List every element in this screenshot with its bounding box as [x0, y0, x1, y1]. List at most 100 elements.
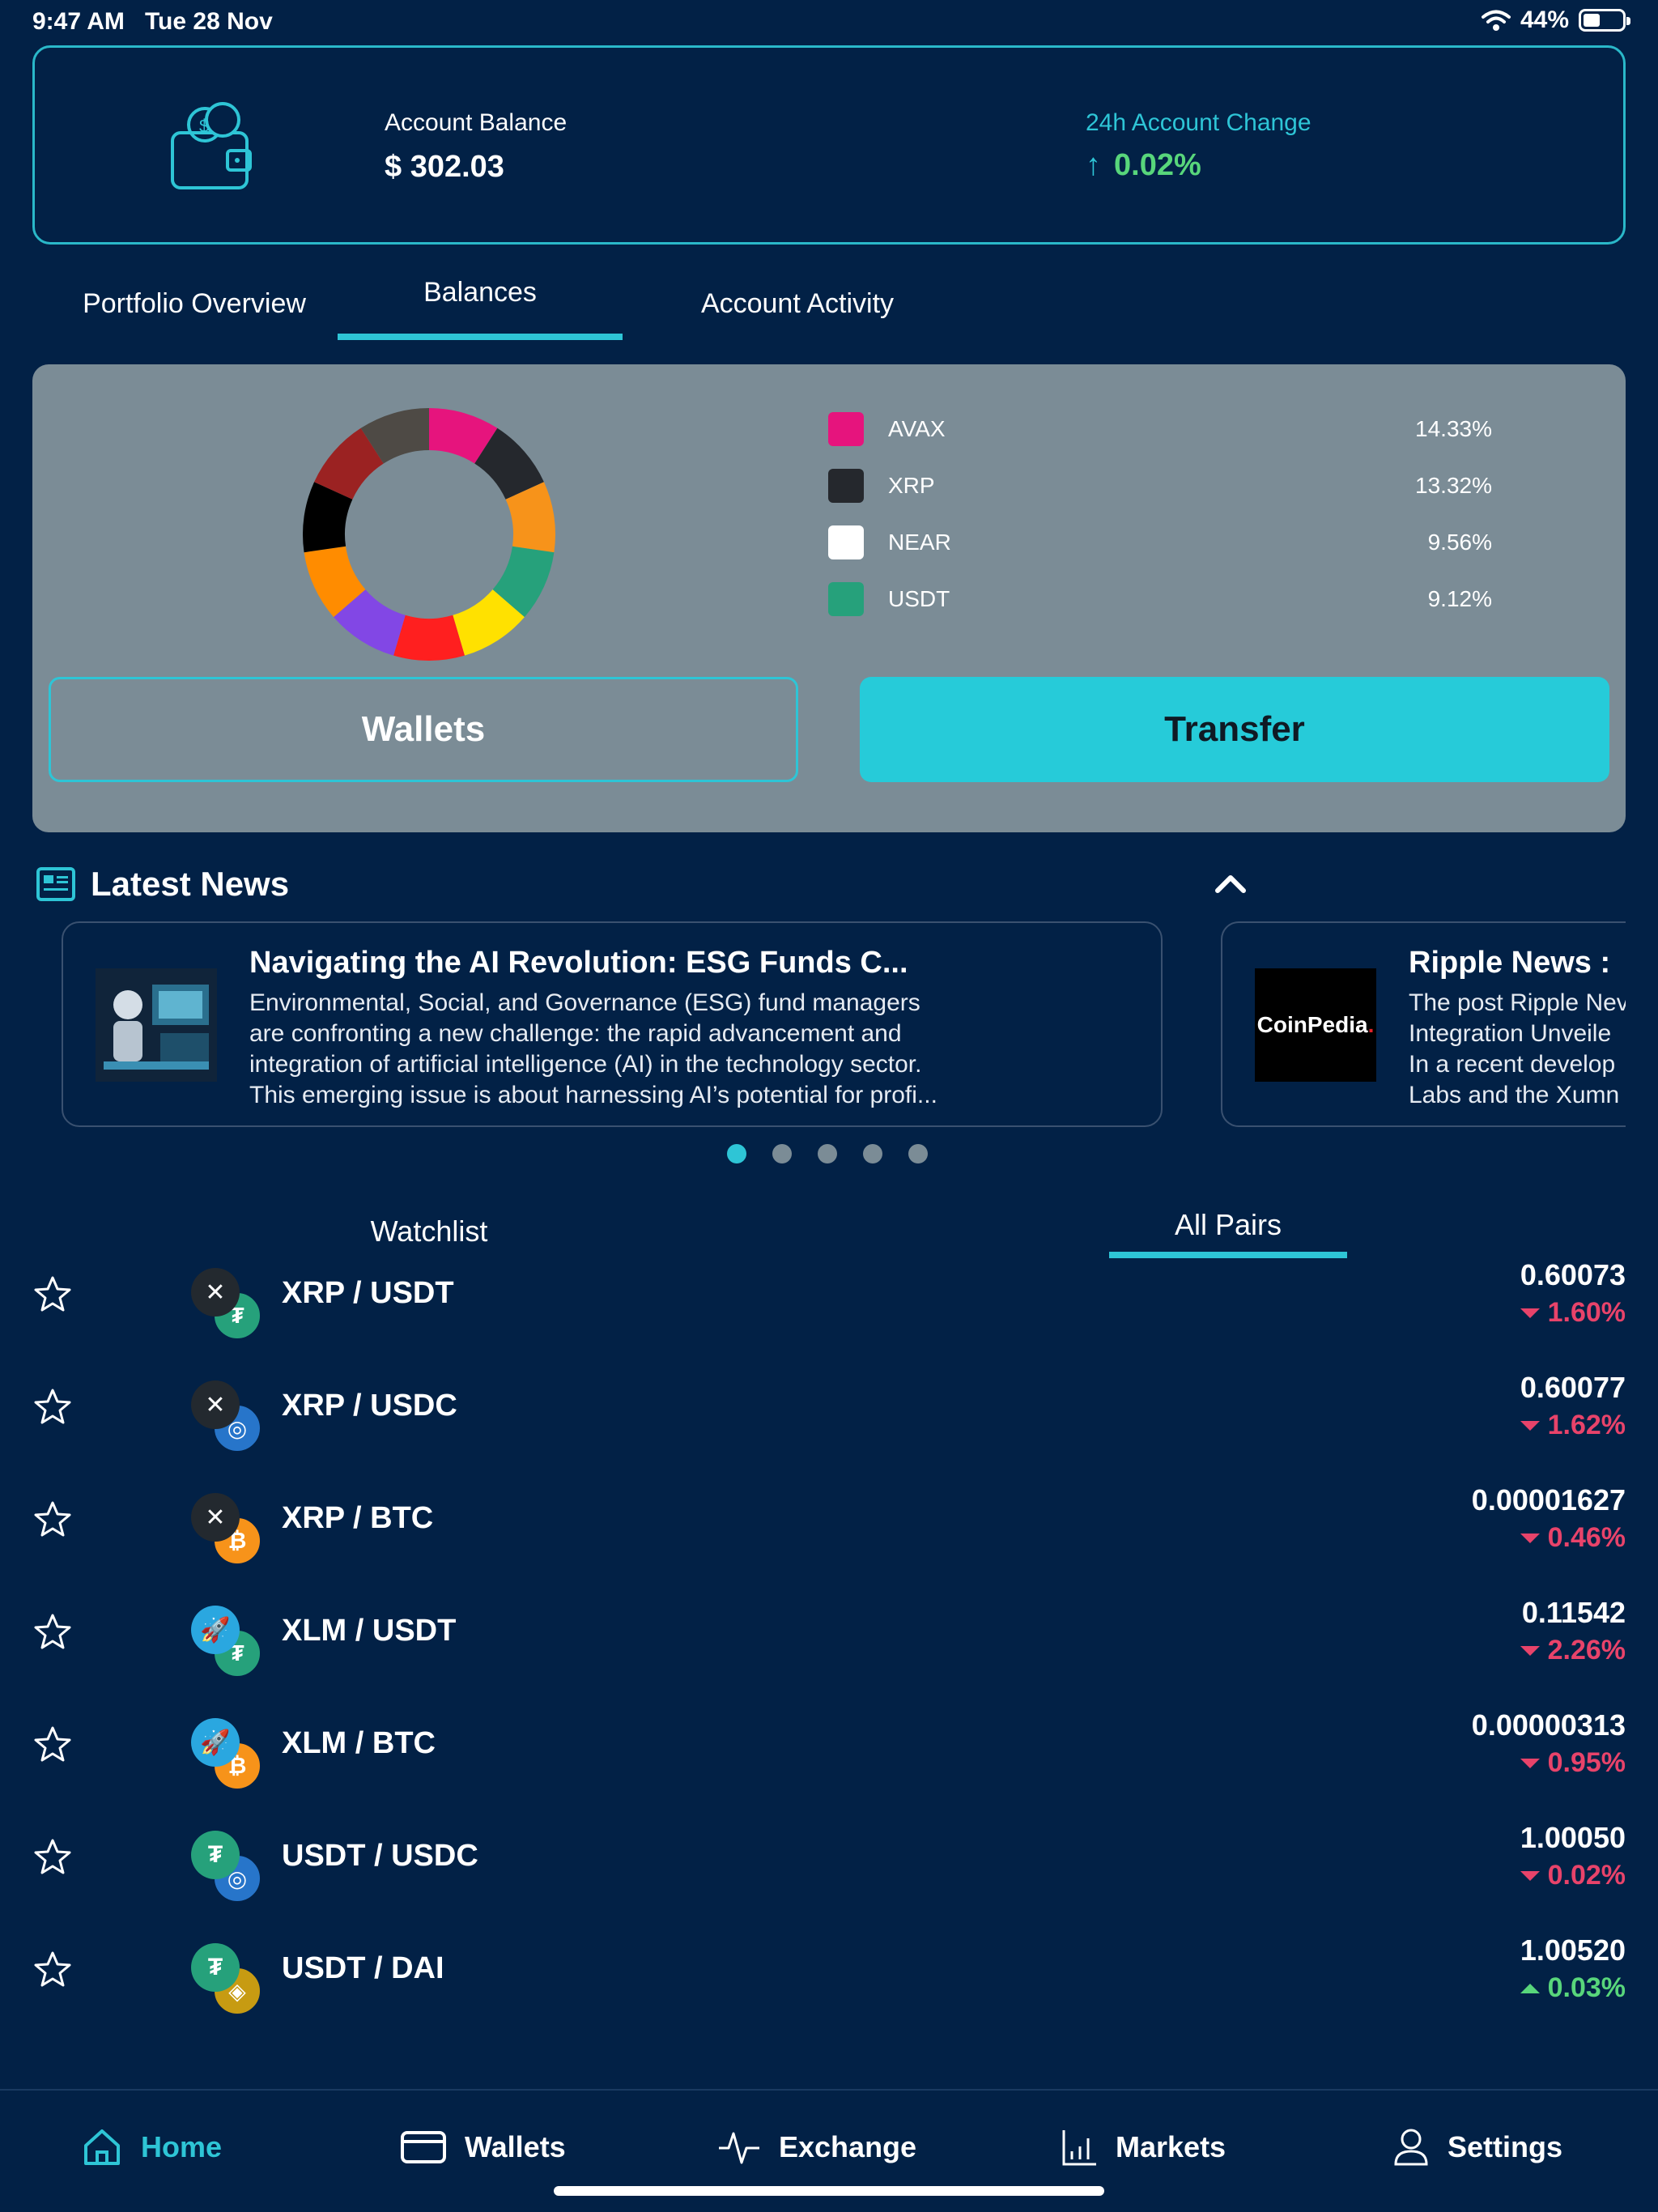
legend-percent: 9.12%: [1427, 586, 1492, 611]
pair-row[interactable]: ₿ 🚀 XLM / BTC 0.00000313 0.95%: [0, 1702, 1658, 1814]
news-title: Navigating the AI Revolution: ESG Funds …: [249, 946, 908, 980]
pair-change-percent: 0.03%: [1547, 1972, 1626, 2003]
pair-price: 1.00050: [1520, 1821, 1626, 1854]
nav-wallets[interactable]: Wallets: [400, 2123, 566, 2172]
nav-label: Markets: [1116, 2130, 1226, 2163]
pair-name: XRP / USDC: [282, 1389, 457, 1423]
tab-all-pairs[interactable]: All Pairs: [1109, 1198, 1347, 1258]
legend-percent: 13.32%: [1415, 473, 1492, 498]
pair-change: 0.46%: [1520, 1522, 1626, 1554]
star-icon[interactable]: [32, 1612, 73, 1653]
triangle-down-icon: [1520, 1645, 1540, 1656]
legend-item: USDT 9.12%: [828, 575, 1492, 623]
page-dot[interactable]: [772, 1144, 792, 1163]
legend-item: XRP 13.32%: [828, 462, 1492, 510]
pair-change: 0.02%: [1520, 1860, 1626, 1891]
legend-name: AVAX: [888, 416, 946, 441]
pair-row[interactable]: ◎ ₮ USDT / USDC 1.00050 0.02%: [0, 1814, 1658, 1927]
donut-segment: [452, 589, 525, 656]
star-icon[interactable]: [32, 1387, 73, 1427]
star-icon[interactable]: [32, 1499, 73, 1540]
star-icon[interactable]: [32, 1837, 73, 1878]
transfer-button[interactable]: Transfer: [860, 677, 1609, 782]
xlm-coin-icon: 🚀: [191, 1718, 240, 1767]
tab-balances[interactable]: Balances: [338, 267, 623, 340]
xlm-coin-icon: 🚀: [191, 1606, 240, 1654]
arrow-up-icon: ↑: [1086, 148, 1101, 182]
nav-exchange[interactable]: Exchange: [717, 2123, 916, 2172]
legend-percent: 14.33%: [1415, 416, 1492, 441]
legend-percent: 9.56%: [1427, 530, 1492, 555]
news-card[interactable]: CoinPedia. Ripple News : The post Ripple…: [1221, 921, 1626, 1127]
pair-change-percent: 0.02%: [1547, 1860, 1626, 1891]
page-dot[interactable]: [908, 1144, 928, 1163]
legend-name: NEAR: [888, 530, 951, 555]
home-indicator[interactable]: [554, 2186, 1104, 2196]
tab-portfolio-overview[interactable]: Portfolio Overview: [83, 287, 306, 319]
account-balance-card: $ Account Balance $ 302.03 24h Account C…: [32, 45, 1626, 245]
pulse-icon: [719, 2132, 759, 2164]
status-bar: 9:47 AM Tue 28 Nov 44%: [0, 0, 1658, 45]
coinpedia-logo: CoinPedia.: [1255, 968, 1376, 1082]
nav-label: Wallets: [465, 2130, 566, 2163]
newspaper-icon: [36, 867, 75, 901]
star-icon[interactable]: [32, 1950, 73, 1990]
news-card[interactable]: Navigating the AI Revolution: ESG Funds …: [62, 921, 1163, 1127]
pair-change: 1.62%: [1520, 1410, 1626, 1441]
chevron-up-icon[interactable]: [1206, 866, 1255, 902]
pair-row[interactable]: ◈ ₮ USDT / DAI 1.00520 0.03%: [0, 1927, 1658, 2040]
page-dot[interactable]: [863, 1144, 882, 1163]
pair-row[interactable]: ₮ ✕ XRP / USDT 0.60073 1.60%: [0, 1252, 1658, 1364]
wifi-icon: [1481, 10, 1511, 31]
allocation-donut-chart: [303, 408, 555, 661]
pair-name: USDT / DAI: [282, 1951, 444, 1985]
donut-segment: [393, 615, 465, 661]
status-time: 9:47 AM Tue 28 Nov: [32, 8, 273, 35]
star-icon[interactable]: [32, 1725, 73, 1765]
news-page-indicator[interactable]: [727, 1144, 928, 1163]
nav-label: Home: [141, 2130, 223, 2163]
account-balance-label: Account Balance: [385, 109, 568, 136]
triangle-down-icon: [1520, 1308, 1540, 1318]
pair-name: XRP / USDT: [282, 1276, 454, 1310]
account-change-label: 24h Account Change: [1086, 109, 1312, 136]
nav-markets[interactable]: Markets: [1061, 2123, 1226, 2172]
page-dot[interactable]: [727, 1144, 746, 1163]
usdt-coin-icon: ₮: [191, 1943, 240, 1992]
tab-watchlist[interactable]: Watchlist: [370, 1214, 488, 1248]
donut-segment: [428, 408, 498, 464]
pair-row[interactable]: ◎ ✕ XRP / USDC 0.60077 1.62%: [0, 1364, 1658, 1477]
triangle-up-icon: [1520, 1983, 1540, 1993]
xrp-coin-icon: ✕: [191, 1380, 240, 1429]
pair-name: XLM / USDT: [282, 1614, 457, 1648]
pair-change-percent: 1.62%: [1547, 1410, 1626, 1440]
news-body: The post Ripple Nev Integration Unveile …: [1409, 989, 1626, 1108]
wallets-button[interactable]: Wallets: [49, 677, 798, 782]
market-tabs: Watchlist All Pairs: [0, 1198, 1658, 1271]
donut-segment: [492, 545, 555, 618]
legend-name: USDT: [888, 586, 950, 611]
pair-name: XRP / BTC: [282, 1501, 434, 1535]
pair-change: 0.95%: [1520, 1747, 1626, 1779]
pair-change: 0.03%: [1520, 1972, 1626, 2004]
pair-row[interactable]: ₮ 🚀 XLM / USDT 0.11542 2.26%: [0, 1589, 1658, 1702]
triangle-down-icon: [1520, 1758, 1540, 1768]
svg-text:$: $: [199, 116, 209, 136]
tab-account-activity[interactable]: Account Activity: [700, 287, 895, 319]
card-icon: [401, 2131, 446, 2163]
pair-change: 2.26%: [1520, 1635, 1626, 1666]
pair-price: 0.60077: [1520, 1371, 1626, 1404]
nav-settings[interactable]: Settings: [1392, 2123, 1562, 2172]
pair-change-percent: 2.26%: [1547, 1635, 1626, 1665]
account-change-value: ↑ 0.02%: [1086, 148, 1201, 183]
status-right: 44%: [1481, 6, 1630, 34]
pair-price: 0.60073: [1520, 1258, 1626, 1291]
pair-change-percent: 0.95%: [1547, 1747, 1626, 1778]
xrp-coin-icon: ✕: [191, 1268, 240, 1317]
nav-home[interactable]: Home: [81, 2123, 222, 2172]
triangle-down-icon: [1520, 1420, 1540, 1431]
page-dot[interactable]: [818, 1144, 837, 1163]
star-icon[interactable]: [32, 1274, 73, 1315]
pair-row[interactable]: ₿ ✕ XRP / BTC 0.00001627 0.46%: [0, 1477, 1658, 1589]
battery-icon: [1579, 9, 1630, 32]
